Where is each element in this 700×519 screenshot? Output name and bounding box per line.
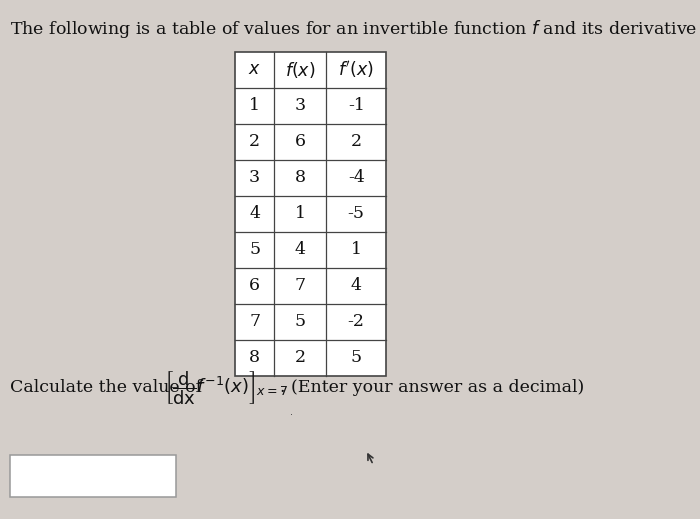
Text: 5: 5 — [351, 349, 362, 366]
Text: 1: 1 — [249, 98, 260, 115]
Text: 3: 3 — [249, 170, 260, 186]
Text: 8: 8 — [249, 349, 260, 366]
Bar — [10, 455, 176, 497]
Bar — [235, 52, 386, 376]
Text: 4: 4 — [295, 241, 306, 258]
Text: $f'(x)$: $f'(x)$ — [338, 60, 374, 80]
Text: 4: 4 — [249, 206, 260, 223]
Text: 6: 6 — [295, 133, 306, 151]
Text: -1: -1 — [348, 98, 365, 115]
Text: 7: 7 — [295, 278, 306, 294]
Text: 2: 2 — [249, 133, 260, 151]
Text: 3: 3 — [295, 98, 306, 115]
Text: 6: 6 — [249, 278, 260, 294]
Bar — [235, 52, 386, 376]
Text: 5: 5 — [249, 241, 260, 258]
Text: $f(x)$: $f(x)$ — [285, 60, 316, 80]
Text: 2: 2 — [295, 349, 306, 366]
Text: Calculate the value of: Calculate the value of — [10, 379, 202, 397]
Text: 1: 1 — [351, 241, 362, 258]
Text: -5: -5 — [348, 206, 365, 223]
Text: 2: 2 — [351, 133, 362, 151]
Text: -4: -4 — [348, 170, 365, 186]
Text: 7: 7 — [249, 313, 260, 331]
Text: . (Enter your answer as a decimal): . (Enter your answer as a decimal) — [280, 379, 584, 397]
Text: 8: 8 — [295, 170, 306, 186]
Text: 4: 4 — [351, 278, 362, 294]
Text: The following is a table of values for an invertible function $f$ and its deriva: The following is a table of values for a… — [10, 18, 700, 41]
Text: 1: 1 — [295, 206, 306, 223]
Text: -2: -2 — [348, 313, 365, 331]
Text: 5: 5 — [295, 313, 306, 331]
Text: $x$: $x$ — [248, 61, 261, 78]
Text: $\left[\dfrac{\mathrm{d}}{\mathrm{dx}}f^{-1}(x)\right]_{x=7}$: $\left[\dfrac{\mathrm{d}}{\mathrm{dx}}f^… — [164, 369, 289, 407]
